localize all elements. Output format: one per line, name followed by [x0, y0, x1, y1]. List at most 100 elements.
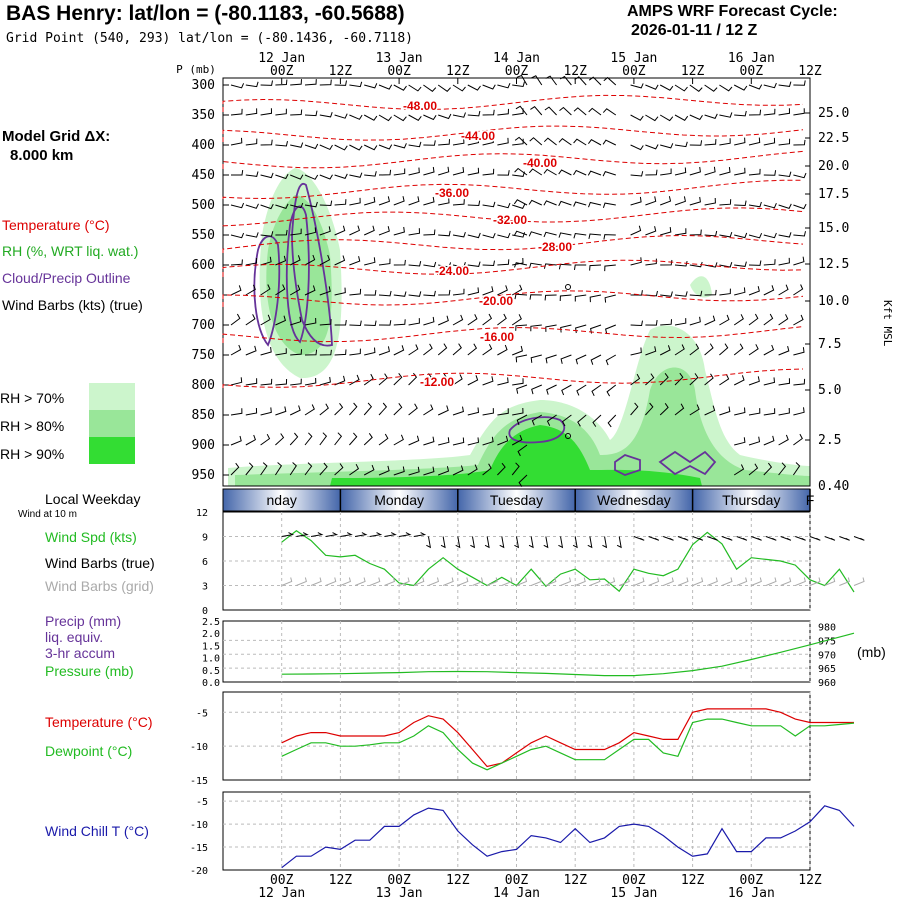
wind-barb	[482, 84, 496, 90]
wind-barb	[393, 84, 407, 91]
grid-barb	[457, 577, 469, 586]
wind-barb	[275, 378, 288, 386]
top-time-label: 12Z	[329, 64, 353, 79]
wind-barb	[304, 377, 317, 386]
wind-barb	[630, 402, 639, 416]
wind-barb	[319, 112, 333, 118]
grid-barb	[721, 577, 733, 586]
wind-barb	[793, 314, 804, 326]
wind-barb	[719, 343, 729, 356]
wind-barb	[588, 76, 602, 86]
isotherm-label: -24.00	[435, 264, 469, 278]
wind-barb	[260, 284, 271, 296]
wind-barb	[452, 199, 465, 206]
true-barb	[440, 536, 446, 549]
wind-barb	[511, 434, 523, 446]
rh-region-4	[330, 425, 702, 486]
wind-barb	[645, 169, 658, 176]
true-barb	[455, 536, 461, 549]
wind-barb	[704, 343, 714, 356]
wind-barb	[602, 202, 616, 208]
wind-barb	[438, 230, 451, 237]
wind-barb	[304, 110, 318, 117]
wind-barb	[304, 174, 319, 180]
wind-barb	[576, 384, 587, 396]
wind-barb	[230, 108, 243, 116]
wind-barb	[645, 196, 657, 206]
wind-barb	[378, 346, 390, 356]
wind-barb	[393, 466, 405, 476]
true-barb	[853, 536, 865, 541]
wind-barb	[349, 320, 362, 327]
grid-barb	[736, 577, 748, 586]
wind-barb	[733, 375, 745, 386]
bottom-time-label: 12Z	[446, 873, 470, 888]
wind-barb	[778, 203, 792, 210]
wind-barb	[482, 168, 495, 176]
wind-barb	[334, 173, 348, 180]
wind-barb	[260, 80, 273, 86]
wind-barb	[558, 138, 572, 146]
wind-barb	[304, 462, 313, 476]
wind-barb	[378, 258, 391, 266]
legend-temperature: Temperature (°C)	[2, 217, 110, 233]
wind-barb	[482, 313, 493, 326]
wind-barb	[438, 289, 451, 296]
wind-barb	[763, 313, 774, 326]
wind-barb	[290, 202, 304, 209]
model-grid-value: 8.000 km	[10, 147, 74, 164]
wind-barb	[573, 169, 587, 176]
weekday-label: nday	[267, 492, 297, 508]
wind-barb	[531, 384, 542, 395]
wind-barb	[230, 408, 243, 416]
wind-barb	[230, 344, 242, 356]
wind-barb	[363, 225, 375, 236]
wind-barb	[645, 320, 658, 326]
wind-barb	[497, 344, 508, 356]
wind-barb	[304, 432, 313, 446]
wind-barb	[423, 343, 433, 356]
forecast-cycle: AMPS WRF Forecast Cycle: 2026-01-11 / 12…	[627, 2, 838, 40]
wind-barb	[349, 348, 361, 356]
wind-barb	[423, 196, 435, 206]
wind-barb	[467, 287, 480, 296]
wind-barb	[659, 403, 669, 416]
wind-barb	[364, 320, 377, 327]
true-barb	[543, 536, 549, 549]
wind-barb	[704, 405, 716, 416]
pressure-tick-label: 800	[192, 378, 215, 393]
wind-barb	[573, 138, 587, 146]
wind-barb	[349, 432, 358, 446]
wind-barb	[530, 354, 542, 363]
wind-barb	[528, 199, 543, 206]
wind-barb	[763, 344, 775, 356]
grid-barb	[795, 577, 806, 586]
wind-barb	[511, 462, 520, 476]
wind-barb	[319, 174, 333, 180]
top-date-label: 14 Jan	[493, 51, 540, 66]
wind-barb	[734, 232, 748, 239]
cloud-outline-4	[614, 454, 641, 476]
wind-barb	[393, 143, 407, 149]
wind-barb	[275, 406, 287, 416]
wind-barb	[467, 343, 478, 356]
forecast-cycle-label: AMPS WRF Forecast Cycle:	[627, 3, 838, 20]
wind-barb	[560, 324, 572, 333]
true-barb	[399, 532, 412, 537]
height-tick-label: 22.5	[818, 131, 849, 146]
pressure-tick-label: 400	[192, 138, 215, 153]
wind-barb	[231, 170, 244, 176]
wind-barb	[545, 354, 557, 364]
true-barb	[384, 532, 397, 537]
pressure-tick: 975	[818, 636, 836, 647]
wind-barb	[531, 75, 543, 86]
wind-barb	[482, 201, 496, 208]
wind-barb	[512, 345, 523, 356]
wind-barb	[497, 313, 507, 326]
wind-barb	[511, 284, 523, 296]
wind-barb	[349, 197, 361, 206]
wind-barb	[482, 376, 494, 386]
temp-tick: -15	[190, 776, 208, 787]
bottom-time-label: 00Z	[622, 873, 646, 888]
grid-barb	[824, 577, 836, 586]
